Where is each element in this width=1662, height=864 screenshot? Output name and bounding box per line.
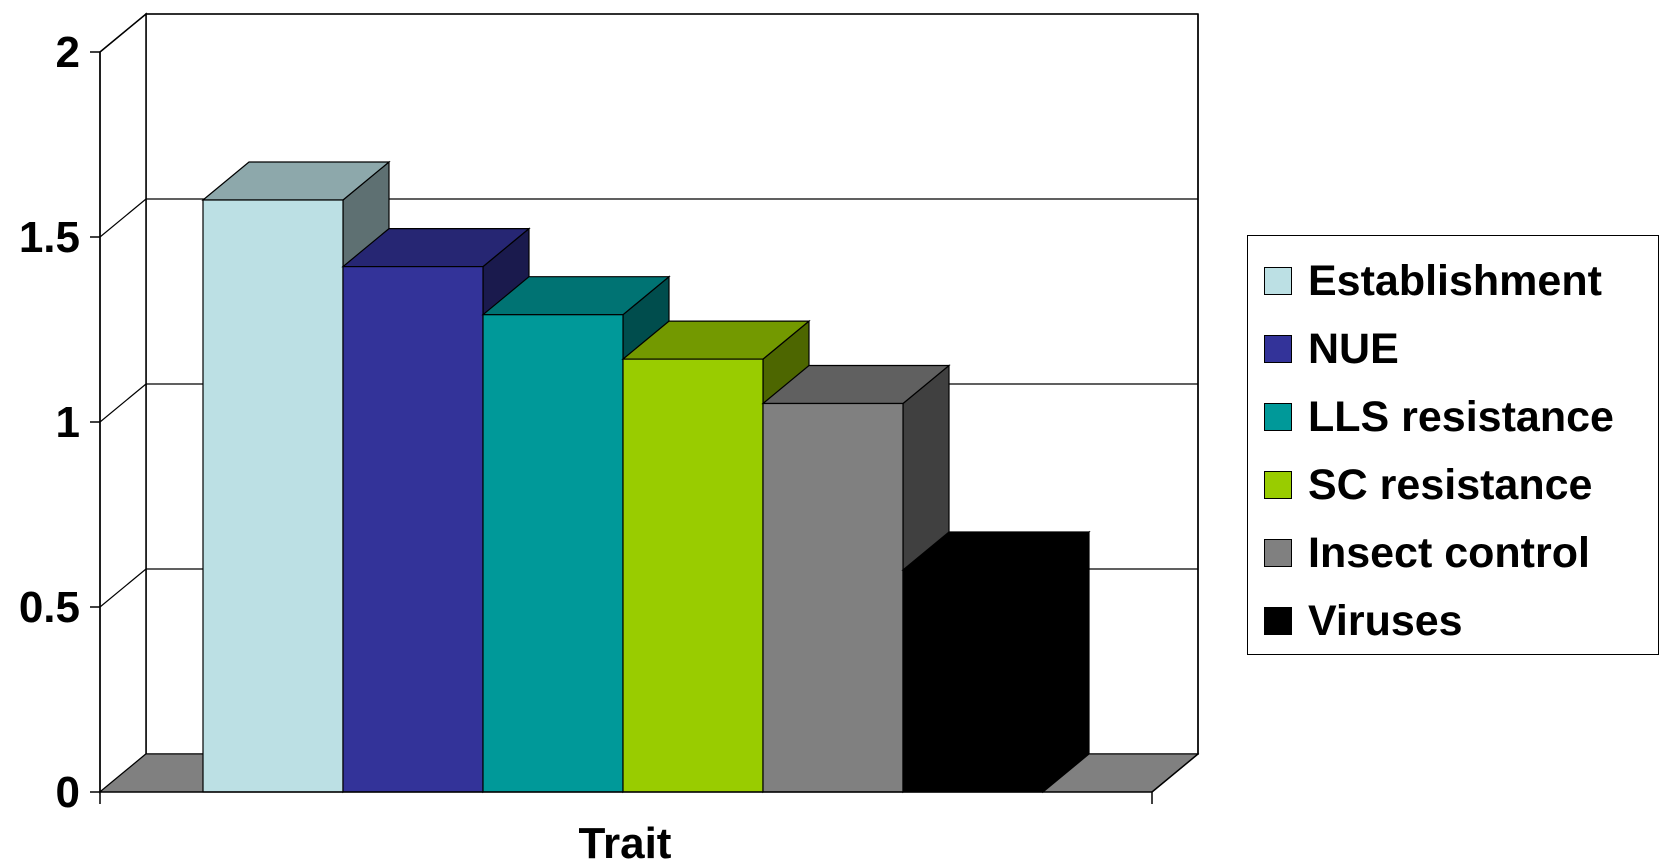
legend-item: NUE — [1264, 314, 1399, 384]
legend-swatch — [1264, 335, 1292, 363]
legend-item: LLS resistance — [1264, 382, 1614, 452]
y-tick-label: 0.5 — [19, 583, 80, 632]
legend-label: LLS resistance — [1308, 392, 1614, 441]
y-tick-label: 0 — [56, 768, 80, 817]
y-tick-label: 1 — [56, 398, 80, 447]
bar-front — [202, 199, 344, 793]
legend-item: Insect control — [1264, 518, 1590, 588]
bar-front — [342, 266, 484, 793]
legend-label: Establishment — [1308, 256, 1602, 305]
bar-front — [762, 402, 904, 793]
legend-label: SC resistance — [1308, 460, 1593, 509]
legend-swatch — [1264, 607, 1292, 635]
legend-item: SC resistance — [1264, 450, 1592, 520]
bar-front — [482, 314, 624, 793]
legend-swatch — [1264, 403, 1292, 431]
axes — [90, 14, 1199, 804]
legend-item: Viruses — [1264, 586, 1463, 656]
legend-swatch — [1264, 267, 1292, 295]
legend-swatch — [1264, 471, 1292, 499]
legend: Establishment NUE LLS resistance SC resista… — [1247, 235, 1659, 655]
legend-item: Establishment — [1264, 246, 1602, 316]
gridline — [99, 13, 1198, 53]
bar-front — [902, 569, 1044, 793]
bar-front — [622, 358, 764, 793]
bar-side — [1042, 530, 1090, 794]
x-axis-title: Trait — [579, 819, 672, 864]
legend-label: NUE — [1308, 324, 1399, 373]
gridline — [99, 198, 1198, 238]
y-tick-label: 2 — [56, 28, 80, 77]
y-tick-labels: 0 0.5 1 1.5 2 — [19, 28, 80, 817]
legend-label: Insect control — [1308, 528, 1590, 577]
back-edge — [1151, 14, 1199, 793]
y-tick-label: 1.5 — [19, 213, 80, 262]
legend-label: Viruses — [1308, 596, 1463, 645]
legend-swatch — [1264, 539, 1292, 567]
bar-viruses — [901, 530, 1091, 794]
bars — [201, 160, 1091, 794]
